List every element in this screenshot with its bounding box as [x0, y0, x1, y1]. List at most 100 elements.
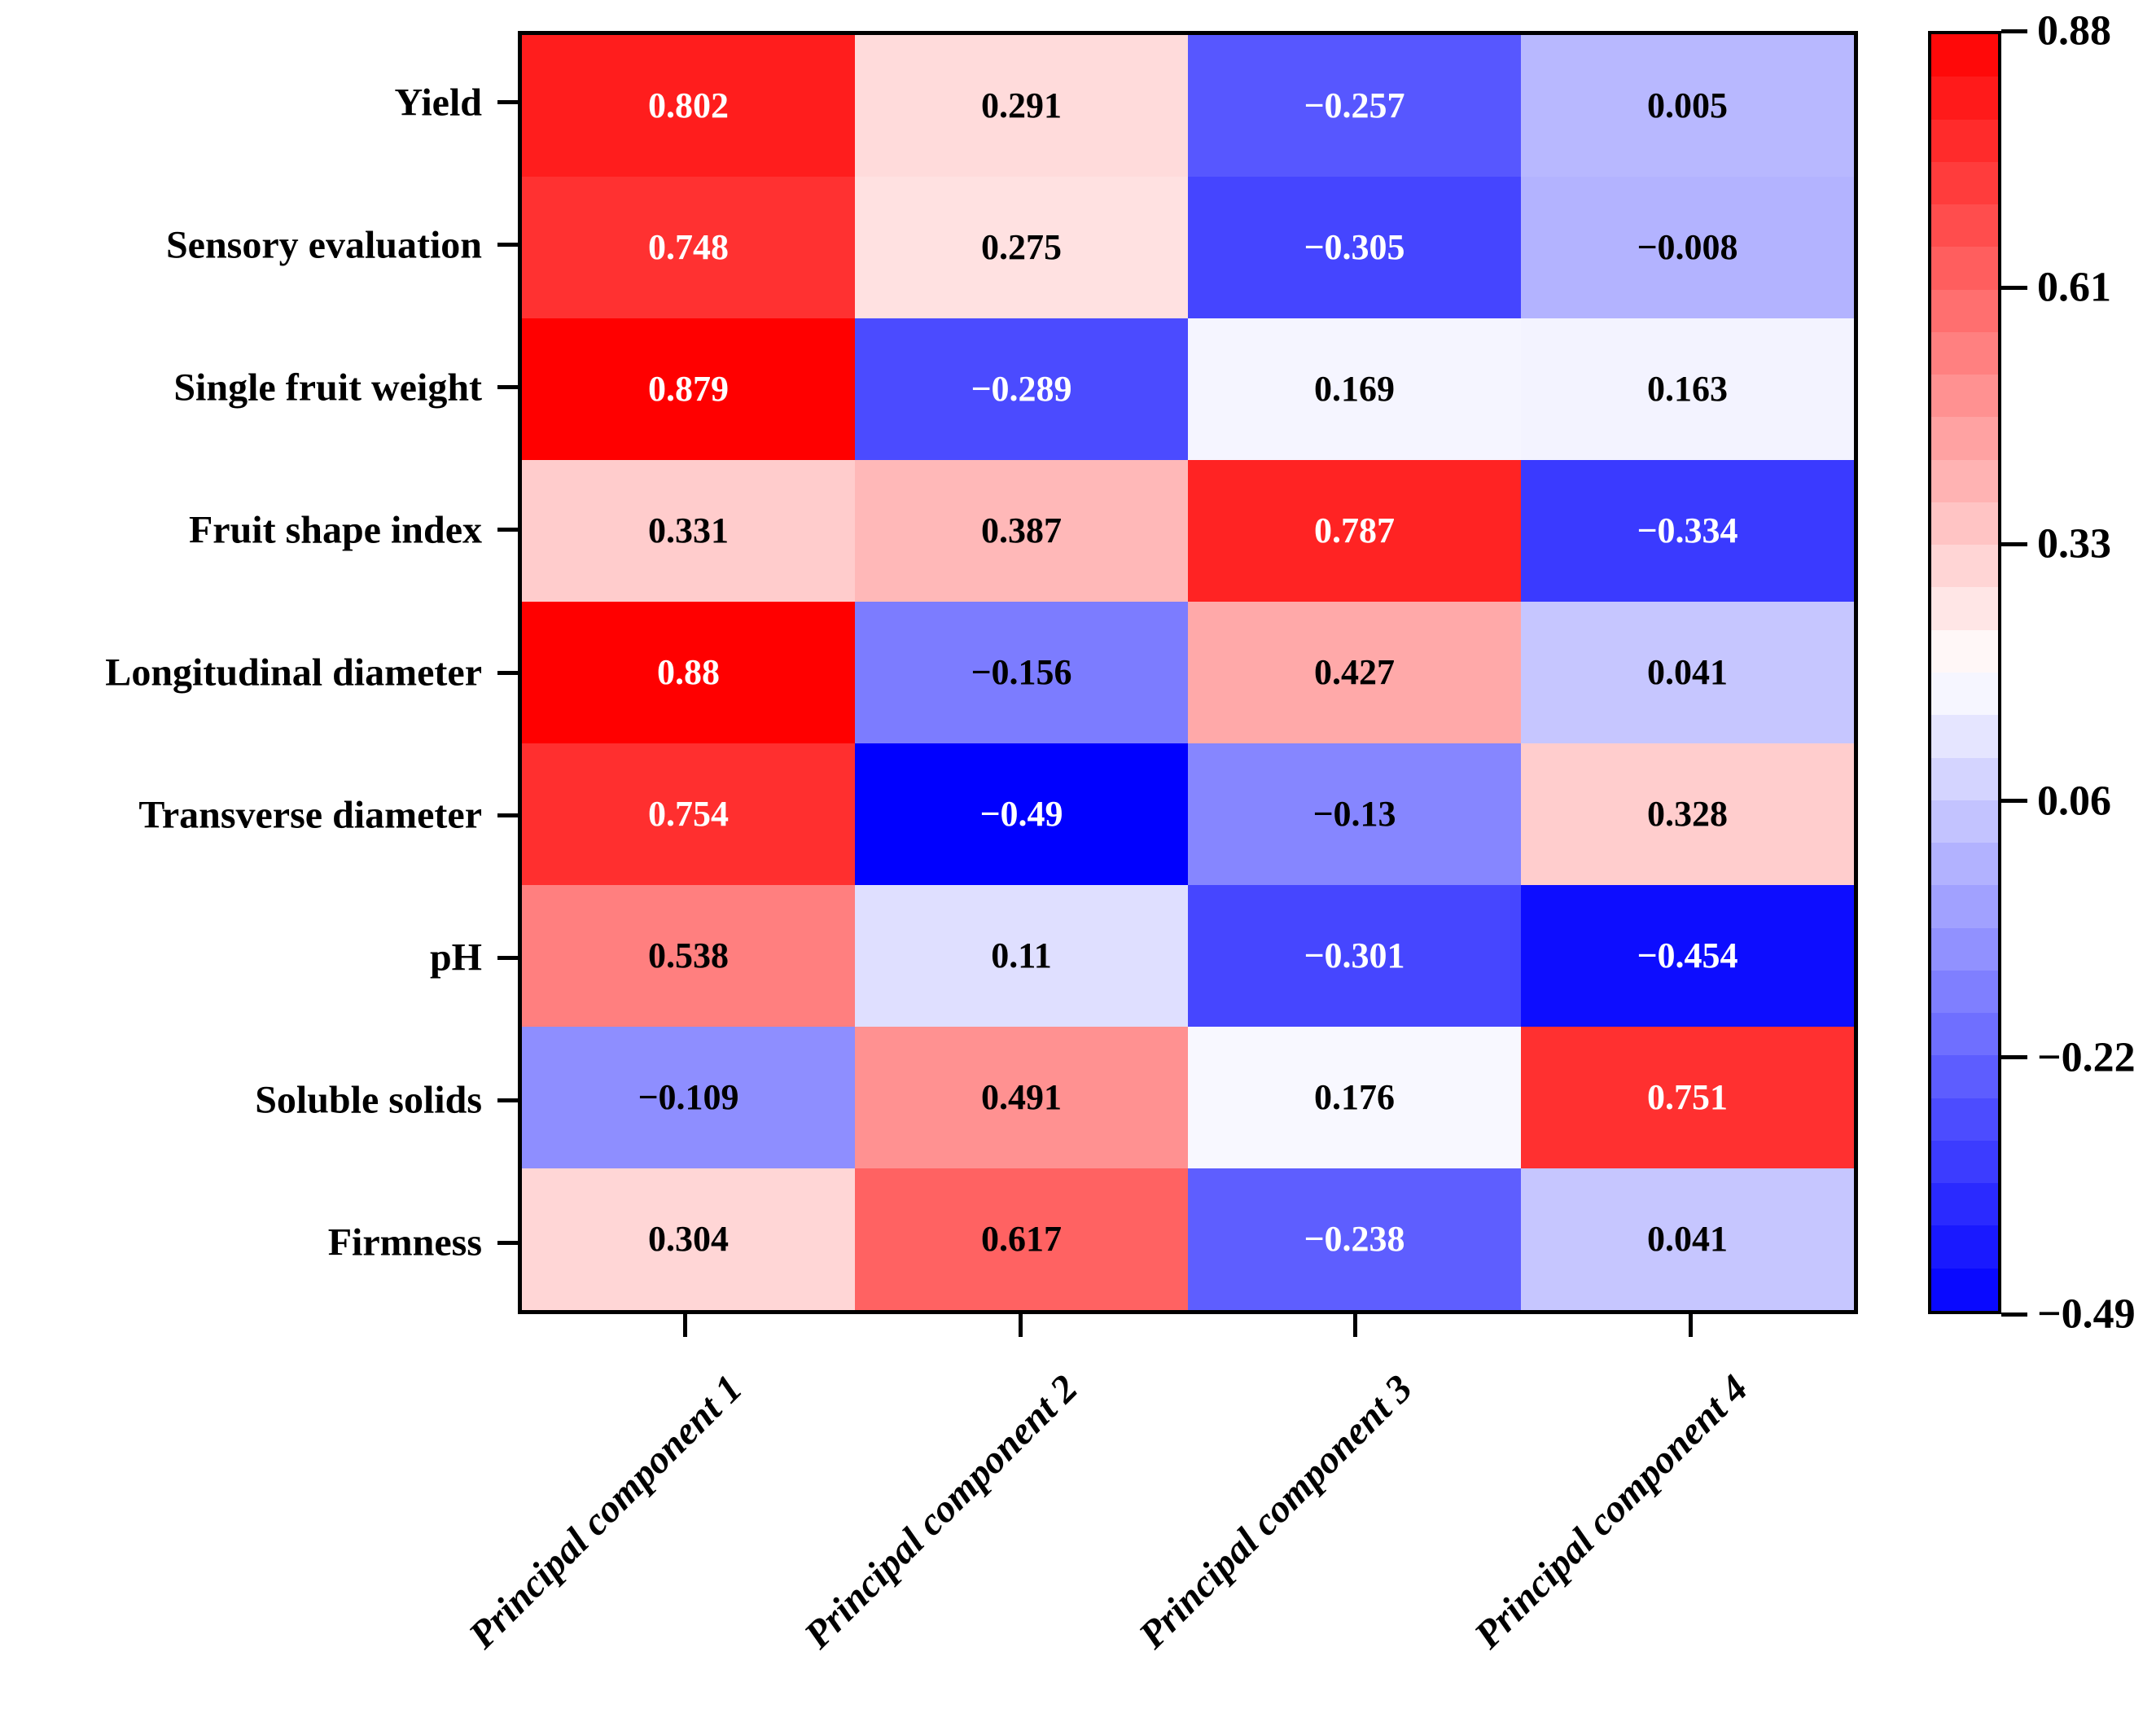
colorbar-band [1931, 800, 1998, 844]
colorbar-band [1931, 247, 1998, 290]
cell-value: 0.291 [981, 85, 1062, 125]
y-tick [497, 955, 518, 960]
x-tick-label: Principal component 2 [795, 1366, 1086, 1657]
heatmap-cell: −0.305 [1188, 177, 1521, 318]
heatmap-cell: 0.041 [1521, 1168, 1854, 1310]
colorbar-tick-label: 0.33 [2037, 520, 2111, 568]
heatmap-cell: −0.301 [1188, 885, 1521, 1027]
x-tick [1353, 1314, 1358, 1337]
colorbar-tick [2001, 1312, 2027, 1317]
heatmap-cell: 0.748 [522, 177, 855, 318]
row-label: Soluble solids [255, 1078, 482, 1122]
heatmap-cell: 0.169 [1188, 318, 1521, 460]
heatmap-cell: 0.331 [522, 460, 855, 602]
heatmap-cell: 0.387 [855, 460, 1188, 602]
colorbar-band [1931, 331, 1998, 375]
colorbar-band [1931, 757, 1998, 800]
heatmap-cell: 0.802 [522, 35, 855, 177]
cell-value: 0.041 [1647, 652, 1728, 692]
colorbar-band [1931, 1140, 1998, 1184]
cell-value: 0.005 [1647, 85, 1728, 125]
y-tick [497, 1240, 518, 1245]
heatmap-cell: −0.257 [1188, 35, 1521, 177]
colorbar-band [1931, 970, 1998, 1014]
colorbar-band [1931, 715, 1998, 758]
heatmap-cell: 0.176 [1188, 1027, 1521, 1168]
heatmap-cell: −0.109 [522, 1027, 855, 1168]
heatmap-cell: −0.238 [1188, 1168, 1521, 1310]
cell-value: 0.802 [648, 85, 729, 125]
cell-value: 0.328 [1647, 794, 1728, 834]
cell-value: 0.538 [648, 936, 729, 975]
heatmap-cell: 0.617 [855, 1168, 1188, 1310]
heatmap-cell: 0.879 [522, 318, 855, 460]
row-label: Sensory evaluation [165, 223, 482, 267]
x-tick [683, 1314, 688, 1337]
heatmap-cell: 0.751 [1521, 1027, 1854, 1168]
colorbar-band [1931, 459, 1998, 502]
colorbar-tick [2001, 285, 2027, 290]
heatmap-cell: −0.49 [855, 743, 1188, 885]
cell-value: 0.491 [981, 1077, 1062, 1117]
colorbar-tick-label: −0.49 [2037, 1291, 2136, 1338]
heatmap-cell: −0.334 [1521, 460, 1854, 602]
cell-value: 0.275 [981, 227, 1062, 267]
cell-value: −0.49 [979, 794, 1063, 834]
x-tick-label: Principal component 1 [460, 1366, 751, 1657]
heatmap-cell: 0.754 [522, 743, 855, 885]
cell-value: −0.289 [971, 369, 1072, 409]
cell-value: −0.454 [1637, 936, 1738, 975]
x-tick [1688, 1314, 1693, 1337]
colorbar-band [1931, 289, 1998, 332]
colorbar-band [1931, 1183, 1998, 1226]
colorbar-band [1931, 1268, 1998, 1311]
heatmap-cell: 0.041 [1521, 602, 1854, 743]
cell-value: 0.387 [981, 511, 1062, 550]
cell-value: 0.754 [648, 794, 729, 834]
colorbar-band [1931, 927, 1998, 971]
row-label: Single fruit weight [173, 366, 482, 410]
heatmap-cell: −0.156 [855, 602, 1188, 743]
cell-value: 0.163 [1647, 369, 1728, 409]
colorbar-tick [2001, 541, 2027, 546]
cell-value: 0.169 [1314, 369, 1395, 409]
cell-value: 0.88 [657, 652, 720, 692]
heatmap-cell: 0.88 [522, 602, 855, 743]
colorbar-band [1931, 417, 1998, 460]
colorbar-tick-label: 0.61 [2037, 264, 2111, 311]
colorbar-band [1931, 1013, 1998, 1056]
cell-value: −0.305 [1304, 227, 1405, 267]
y-tick [497, 243, 518, 248]
colorbar-band [1931, 587, 1998, 630]
cell-value: −0.238 [1304, 1219, 1405, 1259]
heatmap-cell: 0.538 [522, 885, 855, 1027]
colorbar-band [1931, 204, 1998, 248]
heatmap-cell: 0.491 [855, 1027, 1188, 1168]
heatmap-cell: 0.304 [522, 1168, 855, 1310]
x-tick [1018, 1314, 1023, 1337]
heatmap-cell: 0.328 [1521, 743, 1854, 885]
y-tick [497, 1098, 518, 1102]
row-label: Firmness [327, 1220, 482, 1264]
colorbar-band [1931, 843, 1998, 886]
cell-value: 0.304 [648, 1219, 729, 1259]
cell-value: −0.109 [638, 1077, 739, 1117]
heatmap-cell: 0.275 [855, 177, 1188, 318]
heatmap-cell: 0.11 [855, 885, 1188, 1027]
colorbar-band [1931, 502, 1998, 546]
colorbar-band [1931, 1055, 1998, 1098]
cell-value: 0.748 [648, 227, 729, 267]
row-label: Yield [394, 81, 482, 125]
colorbar-tick [2001, 799, 2027, 804]
y-tick [497, 100, 518, 105]
colorbar-band [1931, 629, 1998, 673]
cell-value: −0.334 [1637, 511, 1738, 550]
heatmap-cell: 0.427 [1188, 602, 1521, 743]
heatmap-cell: −0.008 [1521, 177, 1854, 318]
heatmap-cell: −0.289 [855, 318, 1188, 460]
y-tick [497, 385, 518, 390]
cell-value: 0.427 [1314, 652, 1395, 692]
cell-value: 0.879 [648, 369, 729, 409]
cell-value: 0.751 [1647, 1077, 1728, 1117]
